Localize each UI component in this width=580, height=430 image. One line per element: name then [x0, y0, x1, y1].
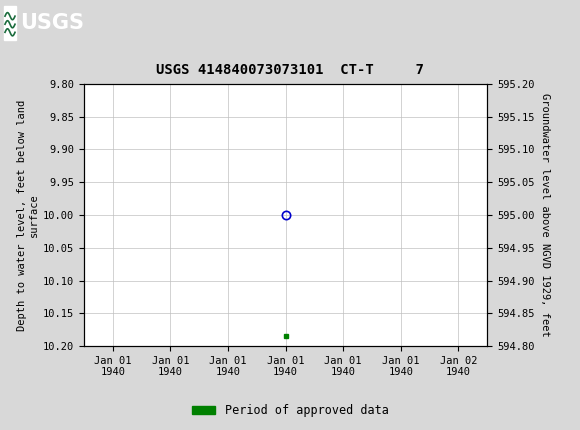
Y-axis label: Depth to water level, feet below land
surface: Depth to water level, feet below land su… [17, 99, 39, 331]
Text: USGS 414840073073101  CT-T     7: USGS 414840073073101 CT-T 7 [156, 63, 424, 77]
Bar [4, 6, 16, 40]
Text: USGS: USGS [20, 13, 84, 33]
Y-axis label: Groundwater level above NGVD 1929, feet: Groundwater level above NGVD 1929, feet [540, 93, 550, 337]
Legend: Period of approved data: Period of approved data [187, 399, 393, 422]
